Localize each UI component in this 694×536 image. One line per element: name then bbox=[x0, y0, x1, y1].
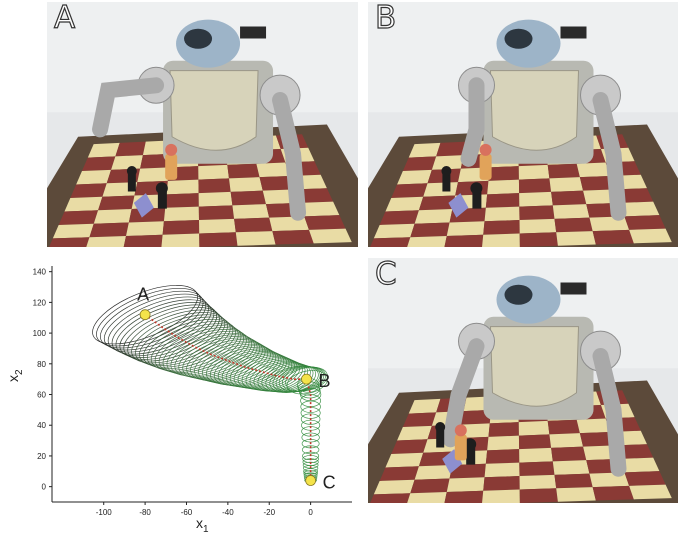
robot bbox=[92, 19, 307, 221]
covariance-ellipse bbox=[301, 419, 321, 431]
covariance-ellipse bbox=[286, 370, 328, 395]
x-tick-label: -80 bbox=[139, 508, 151, 517]
panel-label-b: B bbox=[374, 2, 397, 36]
photo-panel-b: B bbox=[368, 2, 678, 247]
covariance-ellipse bbox=[217, 351, 285, 387]
plot-axes bbox=[51, 266, 352, 503]
covariance-ellipse bbox=[249, 360, 306, 392]
robot bbox=[442, 275, 627, 477]
x-tick-label: -40 bbox=[222, 508, 234, 517]
x-tick-label: 0 bbox=[308, 508, 313, 517]
x-axis-label: x1 bbox=[196, 515, 209, 535]
covariance-ellipse bbox=[213, 349, 282, 386]
y-axis-label: x2 bbox=[5, 369, 25, 382]
chessboard bbox=[370, 134, 672, 247]
marker-label-b: B bbox=[318, 371, 330, 391]
y-tick-label: 100 bbox=[33, 329, 47, 338]
covariance-ellipse bbox=[166, 330, 250, 376]
mean-trajectory bbox=[144, 314, 312, 481]
marker-c bbox=[305, 475, 317, 486]
x-tick-label: -60 bbox=[181, 508, 193, 517]
covariance-ellipse bbox=[301, 445, 320, 455]
covariance-ellipse bbox=[301, 432, 320, 443]
covariance-ellipse bbox=[162, 329, 247, 374]
photo-panel-c: C bbox=[368, 258, 678, 503]
y-tick-label: 40 bbox=[37, 421, 46, 430]
chess-pieces bbox=[441, 143, 492, 218]
marker-b bbox=[301, 373, 312, 385]
point-markers: A B C bbox=[137, 285, 336, 493]
covariance-ellipse bbox=[302, 461, 319, 469]
covariance-ellipse bbox=[298, 384, 321, 399]
covariance-ellipse bbox=[300, 407, 321, 419]
y-tick-label: 120 bbox=[33, 298, 47, 307]
panel-label-c: C bbox=[374, 258, 397, 292]
robot-chess-scene bbox=[368, 258, 678, 503]
y-tick-label: 60 bbox=[37, 391, 46, 400]
covariance-ellipse bbox=[198, 343, 271, 383]
plot-ticks: -100 -80 -60 -40 -20 0 0 20 40 60 80 100 120 140 bbox=[33, 268, 314, 517]
y-tick-label: 140 bbox=[33, 268, 47, 277]
covariance-ellipses bbox=[92, 285, 328, 483]
chess-pieces bbox=[126, 143, 178, 218]
covariance-ellipse bbox=[300, 413, 321, 425]
x-tick-label: -20 bbox=[263, 508, 275, 517]
panel-label-a: A bbox=[53, 2, 76, 36]
marker-label-c: C bbox=[323, 473, 336, 493]
covariance-ellipse bbox=[285, 366, 328, 392]
covariance-ellipse bbox=[265, 364, 317, 393]
robot-chess-scene bbox=[47, 2, 358, 247]
y-tick-label: 0 bbox=[42, 483, 47, 492]
covariance-ellipse bbox=[303, 468, 319, 475]
y-tick-label: 80 bbox=[37, 360, 46, 369]
chess-pieces bbox=[435, 422, 477, 474]
marker-label-a: A bbox=[137, 285, 149, 305]
x-tick-label: -100 bbox=[96, 508, 113, 517]
covariance-ellipse bbox=[300, 400, 321, 413]
y-tick-label: 20 bbox=[37, 452, 46, 461]
marker-a bbox=[139, 309, 151, 321]
robot-chess-scene bbox=[368, 2, 678, 247]
covariance-ellipse bbox=[237, 357, 298, 390]
covariance-ellipse bbox=[210, 348, 279, 386]
photo-panel-a: A bbox=[47, 2, 358, 247]
robot bbox=[458, 19, 627, 221]
